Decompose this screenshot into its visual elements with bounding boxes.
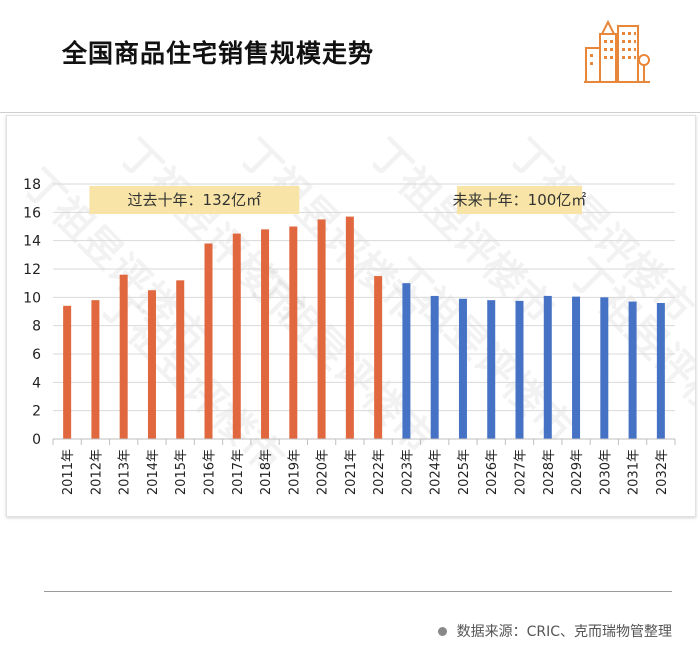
bar [176, 280, 185, 439]
x-tick-label: 2020年 [316, 449, 331, 495]
x-tick-label: 2022年 [372, 449, 387, 495]
x-tick-label: 2013年 [118, 449, 133, 495]
bar [232, 233, 241, 439]
callout-box [89, 186, 300, 214]
x-tick-label: 2028年 [542, 449, 557, 495]
x-tick-label: 2026年 [485, 449, 500, 495]
bar [374, 276, 383, 439]
y-tick-label: 12 [23, 262, 41, 278]
chart-container: 丁祖昱评楼市 丁祖昱评楼市 丁祖昱评楼市 丁祖昱评楼市 丁祖昱评楼市 丁祖昱评楼市 丁祖昱评… [6, 115, 696, 517]
bar [430, 295, 439, 439]
bullet-dot-icon [437, 626, 447, 636]
y-tick-label: 14 [23, 234, 41, 250]
bar [91, 300, 100, 439]
x-tick-label: 2021年 [344, 449, 359, 495]
x-tick-label: 2016年 [203, 449, 218, 495]
y-tick-label: 0 [32, 432, 41, 448]
x-tick-label: 2030年 [598, 449, 613, 495]
bar [402, 283, 411, 439]
bar [487, 300, 496, 439]
y-tick-label: 4 [32, 375, 41, 391]
bar [543, 295, 552, 439]
y-tick-label: 18 [23, 177, 41, 193]
top-divider [0, 112, 700, 113]
y-tick-label: 8 [32, 319, 41, 335]
callout-box [456, 186, 583, 214]
x-tick-label: 2019年 [287, 449, 302, 495]
bar [119, 274, 128, 439]
source-text: 数据来源：CRIC、克而瑞物管整理 [456, 624, 672, 640]
source-note: 数据来源：CRIC、克而瑞物管整理 [437, 621, 672, 641]
x-tick-label: 2023年 [400, 449, 415, 495]
bar-chart: 丁祖昱评楼市丁祖昱评楼市丁祖昱评楼市丁祖昱评楼市丁祖昱评楼市丁祖昱评楼市丁祖昱评… [14, 131, 695, 496]
bar [317, 219, 326, 439]
x-tick-label: 2031年 [627, 449, 642, 495]
x-tick-label: 2032年 [655, 449, 670, 495]
x-tick-label: 2011年 [61, 449, 76, 495]
x-tick-label: 2024年 [429, 449, 444, 495]
bar [204, 243, 213, 439]
x-tick-label: 2015年 [174, 449, 189, 495]
y-tick-label: 6 [32, 347, 41, 363]
bottom-divider [44, 591, 672, 592]
x-tick-label: 2029年 [570, 449, 585, 495]
x-tick-label: 2012年 [89, 449, 104, 495]
page-title: 全国商品住宅销售规模走势 [62, 39, 375, 68]
x-tick-label: 2025年 [457, 449, 472, 495]
y-tick-label: 10 [23, 290, 41, 306]
x-tick-label: 2014年 [146, 449, 161, 495]
callout-label: 未来十年：100亿㎡ [453, 191, 587, 209]
bar [515, 300, 524, 439]
x-tick-label: 2027年 [514, 449, 529, 495]
y-tick-label: 16 [23, 205, 41, 221]
city-buildings-icon [584, 19, 650, 83]
bar [656, 303, 665, 439]
callout-label: 过去十年：132亿㎡ [128, 191, 262, 209]
bar [458, 298, 467, 439]
bar [345, 216, 354, 439]
x-tick-label: 2018年 [259, 449, 274, 495]
bar [147, 290, 156, 439]
bar [289, 226, 298, 439]
bar [572, 296, 581, 439]
bar [261, 229, 270, 439]
bar [600, 297, 609, 439]
bar [628, 301, 637, 439]
x-tick-label: 2017年 [231, 449, 246, 495]
bar [63, 305, 72, 439]
y-tick-label: 2 [32, 404, 41, 420]
